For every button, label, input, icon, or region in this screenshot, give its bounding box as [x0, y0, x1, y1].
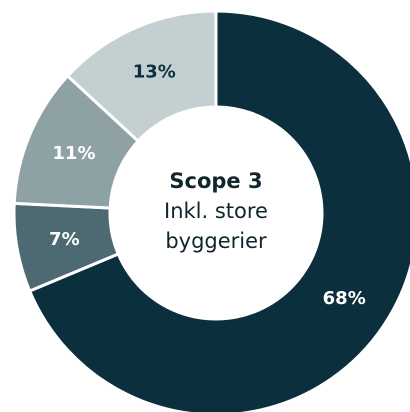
slice-value-label-3: 11% — [52, 143, 95, 164]
center-label: Scope 3 Inkl. store byggerier — [164, 169, 268, 253]
donut-slices — [12, 9, 410, 412]
slice-value-label-2: 7% — [49, 229, 80, 250]
slice-value-label-1: 68% — [323, 288, 366, 309]
center-title: Scope 3 — [169, 169, 262, 193]
slice-value-labels: 68% 7% 11% 13% — [49, 61, 366, 308]
slice-value-label-4: 13% — [133, 61, 176, 82]
center-subtitle-line-2: byggerier — [165, 229, 267, 253]
donut-slice-1 — [28, 9, 410, 412]
center-subtitle-line-1: Inkl. store — [164, 199, 268, 223]
donut-slice-4 — [66, 9, 218, 143]
